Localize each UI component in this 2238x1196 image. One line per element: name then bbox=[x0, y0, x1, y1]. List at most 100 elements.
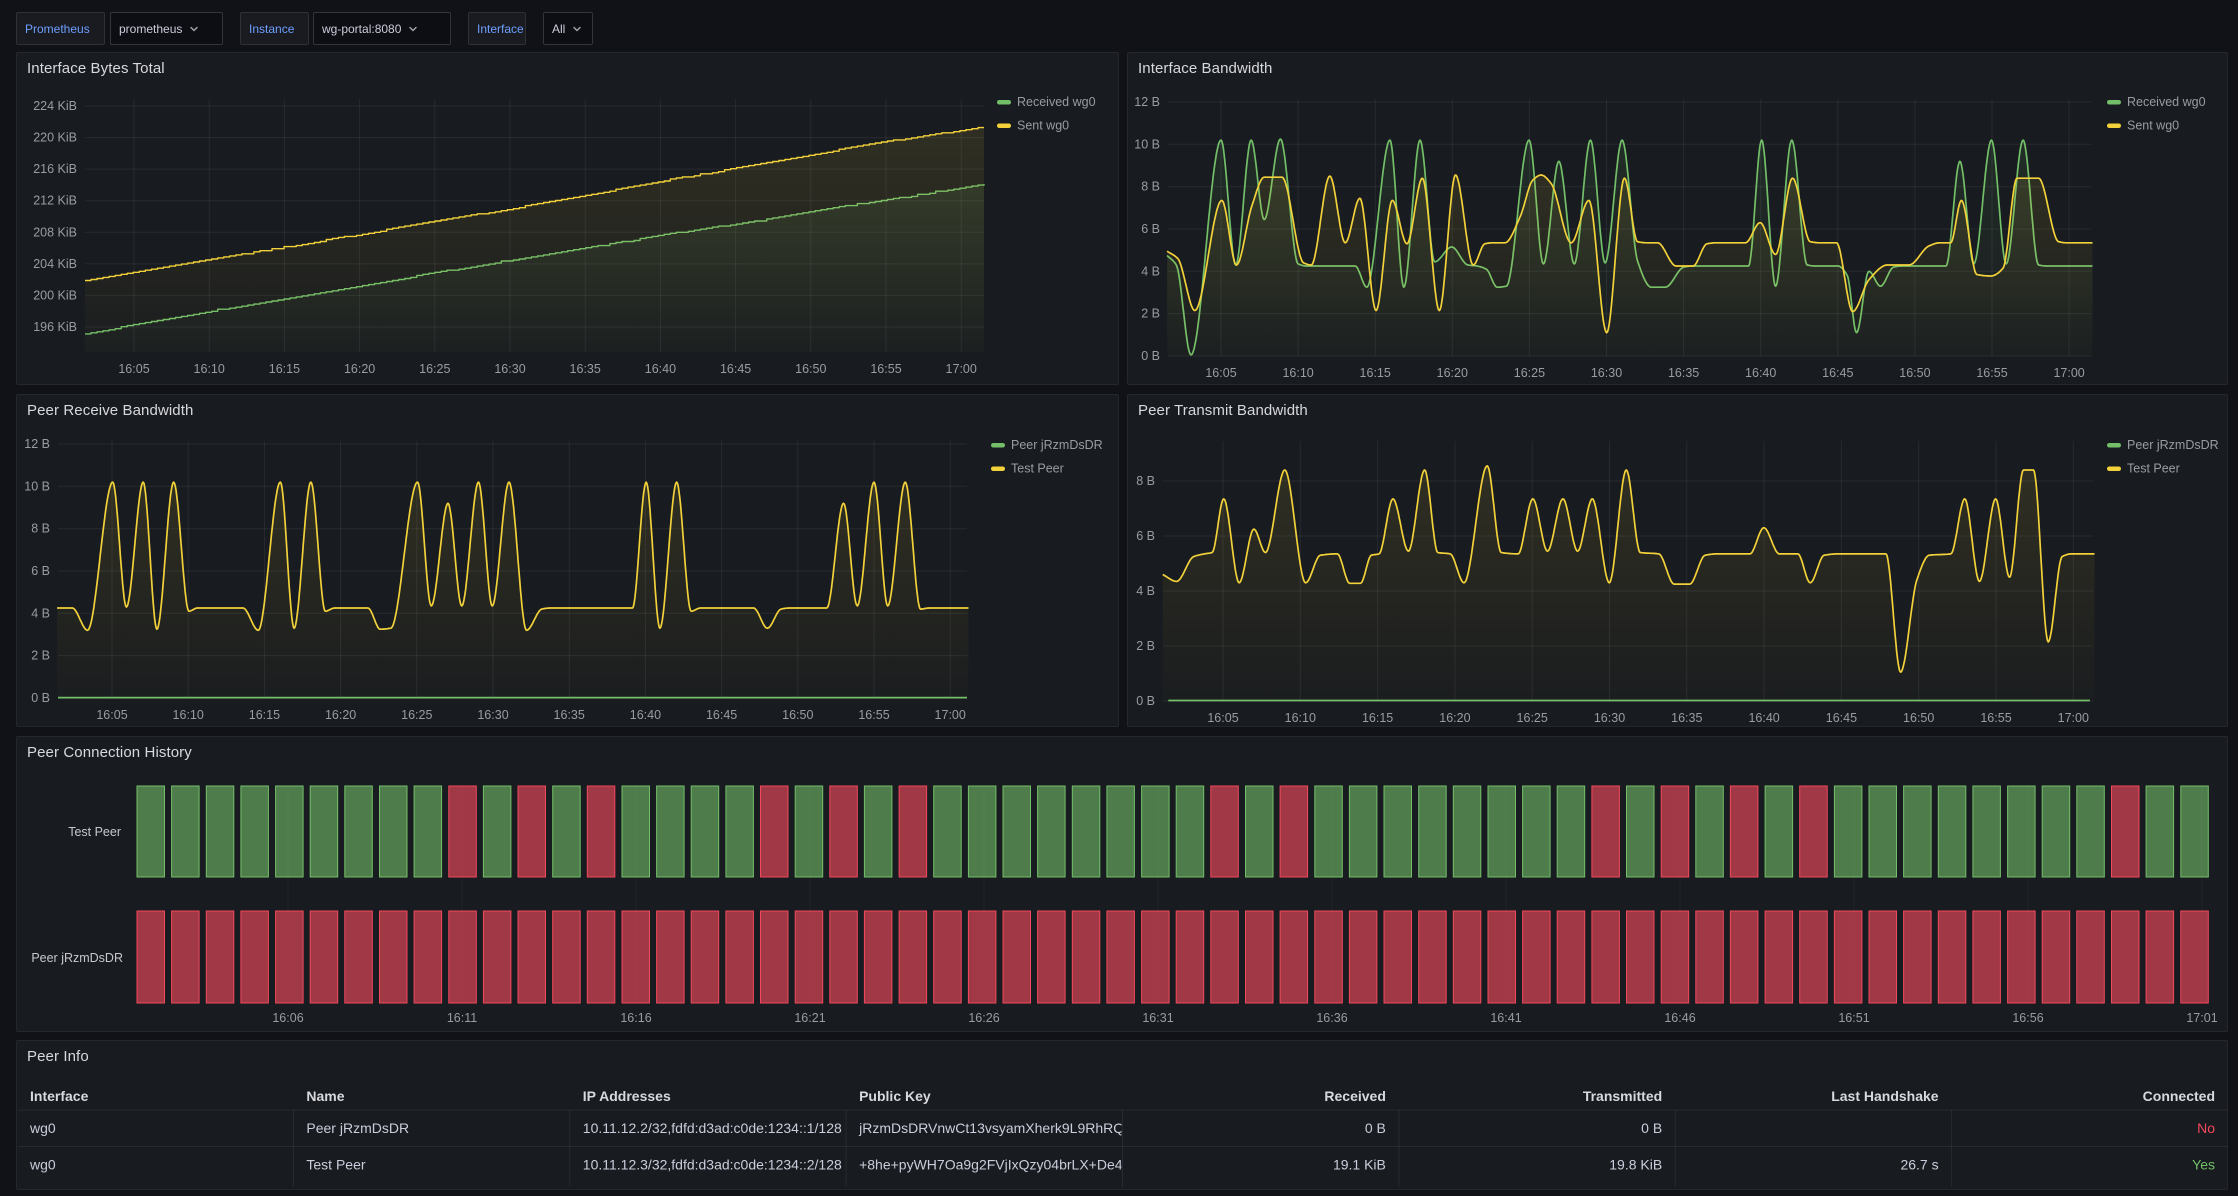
svg-text:16:20: 16:20 bbox=[1437, 366, 1468, 380]
svg-text:16:31: 16:31 bbox=[1142, 1011, 1173, 1025]
svg-text:Received wg0: Received wg0 bbox=[1017, 95, 1096, 109]
svg-text:16:45: 16:45 bbox=[706, 708, 737, 722]
svg-text:Sent wg0: Sent wg0 bbox=[2127, 119, 2179, 133]
svg-text:6 B: 6 B bbox=[31, 564, 50, 578]
svg-text:16:55: 16:55 bbox=[1980, 711, 2011, 725]
svg-text:16:35: 16:35 bbox=[1671, 711, 1702, 725]
svg-text:Peer jRzmDsDR: Peer jRzmDsDR bbox=[2127, 438, 2219, 452]
svg-text:19.1 KiB: 19.1 KiB bbox=[1333, 1157, 1386, 1173]
svg-text:26.7 s: 26.7 s bbox=[1900, 1157, 1938, 1173]
svg-text:16:30: 16:30 bbox=[1594, 711, 1625, 725]
svg-text:8 B: 8 B bbox=[1141, 180, 1160, 194]
svg-text:Received wg0: Received wg0 bbox=[2127, 95, 2206, 109]
svg-text:204 KiB: 204 KiB bbox=[33, 257, 77, 271]
svg-text:Received: Received bbox=[1324, 1088, 1385, 1104]
svg-text:16:10: 16:10 bbox=[194, 362, 225, 376]
svg-text:Public Key: Public Key bbox=[859, 1088, 931, 1104]
svg-text:16:30: 16:30 bbox=[477, 708, 508, 722]
svg-text:16:40: 16:40 bbox=[630, 708, 661, 722]
svg-text:16:25: 16:25 bbox=[1517, 711, 1548, 725]
svg-text:16:05: 16:05 bbox=[118, 362, 149, 376]
svg-text:17:00: 17:00 bbox=[2053, 366, 2084, 380]
svg-text:Yes: Yes bbox=[2192, 1157, 2215, 1173]
svg-text:jRzmDsDRVnwCt13vsyamXherk9L9Rh: jRzmDsDRVnwCt13vsyamXherk9L9RhRQk4 bbox=[858, 1120, 1139, 1136]
svg-text:16:56: 16:56 bbox=[2012, 1011, 2043, 1025]
svg-text:16:25: 16:25 bbox=[1514, 366, 1545, 380]
svg-text:0 B: 0 B bbox=[1365, 1120, 1386, 1136]
svg-text:17:01: 17:01 bbox=[2186, 1011, 2217, 1025]
svg-text:16:55: 16:55 bbox=[870, 362, 901, 376]
svg-text:16:41: 16:41 bbox=[1490, 1011, 1521, 1025]
svg-text:16:05: 16:05 bbox=[1207, 711, 1238, 725]
svg-text:17:00: 17:00 bbox=[935, 708, 966, 722]
svg-text:16:20: 16:20 bbox=[1439, 711, 1470, 725]
svg-text:Name: Name bbox=[306, 1088, 344, 1104]
svg-text:16:15: 16:15 bbox=[1362, 711, 1393, 725]
svg-text:16:35: 16:35 bbox=[554, 708, 585, 722]
svg-text:16:45: 16:45 bbox=[1826, 711, 1857, 725]
svg-text:16:06: 16:06 bbox=[272, 1011, 303, 1025]
svg-text:10.11.12.2/32,fdfd:d3ad:c0de:1: 10.11.12.2/32,fdfd:d3ad:c0de:1234::1/128 bbox=[583, 1120, 842, 1136]
svg-text:12 B: 12 B bbox=[1134, 95, 1160, 109]
svg-text:Test Peer: Test Peer bbox=[306, 1157, 365, 1173]
svg-text:212 KiB: 212 KiB bbox=[33, 194, 77, 208]
svg-text:4 B: 4 B bbox=[1136, 584, 1155, 598]
svg-text:16:51: 16:51 bbox=[1838, 1011, 1869, 1025]
svg-text:16:30: 16:30 bbox=[1591, 366, 1622, 380]
svg-text:220 KiB: 220 KiB bbox=[33, 131, 77, 145]
svg-text:Test Peer: Test Peer bbox=[2127, 462, 2180, 476]
svg-text:16:25: 16:25 bbox=[419, 362, 450, 376]
svg-text:Transmitted: Transmitted bbox=[1583, 1088, 1662, 1104]
svg-text:Peer jRzmDsDR: Peer jRzmDsDR bbox=[31, 951, 123, 965]
svg-text:208 KiB: 208 KiB bbox=[33, 225, 77, 239]
svg-text:16:55: 16:55 bbox=[1976, 366, 2007, 380]
svg-text:6 B: 6 B bbox=[1141, 222, 1160, 236]
svg-text:0 B: 0 B bbox=[1136, 694, 1155, 708]
svg-text:10 B: 10 B bbox=[24, 479, 50, 493]
svg-text:16:10: 16:10 bbox=[1282, 366, 1313, 380]
svg-text:16:20: 16:20 bbox=[344, 362, 375, 376]
svg-text:16:50: 16:50 bbox=[782, 708, 813, 722]
svg-text:10 B: 10 B bbox=[1134, 137, 1160, 151]
svg-text:IP Addresses: IP Addresses bbox=[583, 1088, 671, 1104]
svg-text:16:15: 16:15 bbox=[269, 362, 300, 376]
svg-text:Sent wg0: Sent wg0 bbox=[1017, 119, 1069, 133]
svg-text:16:36: 16:36 bbox=[1316, 1011, 1347, 1025]
svg-text:2 B: 2 B bbox=[31, 649, 50, 663]
svg-text:196 KiB: 196 KiB bbox=[33, 320, 77, 334]
svg-text:16:10: 16:10 bbox=[1285, 711, 1316, 725]
svg-text:16:50: 16:50 bbox=[1899, 366, 1930, 380]
svg-text:0 B: 0 B bbox=[1641, 1120, 1662, 1136]
svg-text:8 B: 8 B bbox=[1136, 474, 1155, 488]
svg-text:16:05: 16:05 bbox=[96, 708, 127, 722]
svg-text:4 B: 4 B bbox=[1141, 264, 1160, 278]
svg-text:8 B: 8 B bbox=[31, 522, 50, 536]
svg-text:wg0: wg0 bbox=[29, 1157, 56, 1173]
svg-text:16:21: 16:21 bbox=[794, 1011, 825, 1025]
svg-text:16:11: 16:11 bbox=[447, 1011, 477, 1025]
svg-text:19.8 KiB: 19.8 KiB bbox=[1609, 1157, 1662, 1173]
svg-text:16:45: 16:45 bbox=[720, 362, 751, 376]
svg-text:Peer jRzmDsDR: Peer jRzmDsDR bbox=[306, 1120, 409, 1136]
svg-text:224 KiB: 224 KiB bbox=[33, 99, 77, 113]
svg-text:16:15: 16:15 bbox=[249, 708, 280, 722]
svg-text:Peer jRzmDsDR: Peer jRzmDsDR bbox=[1011, 438, 1103, 452]
svg-text:16:46: 16:46 bbox=[1664, 1011, 1695, 1025]
svg-text:12 B: 12 B bbox=[24, 437, 50, 451]
svg-text:200 KiB: 200 KiB bbox=[33, 288, 77, 302]
svg-text:4 B: 4 B bbox=[31, 606, 50, 620]
svg-text:16:45: 16:45 bbox=[1822, 366, 1853, 380]
svg-text:Test Peer: Test Peer bbox=[68, 825, 121, 839]
svg-text:Test Peer: Test Peer bbox=[1011, 462, 1064, 476]
svg-text:16:50: 16:50 bbox=[1903, 711, 1934, 725]
svg-text:16:25: 16:25 bbox=[401, 708, 432, 722]
svg-text:2 B: 2 B bbox=[1141, 307, 1160, 321]
svg-text:Last Handshake: Last Handshake bbox=[1831, 1088, 1939, 1104]
svg-text:16:40: 16:40 bbox=[1748, 711, 1779, 725]
svg-text:17:00: 17:00 bbox=[2058, 711, 2089, 725]
svg-text:16:30: 16:30 bbox=[494, 362, 525, 376]
svg-text:Interface: Interface bbox=[30, 1088, 89, 1104]
svg-text:216 KiB: 216 KiB bbox=[33, 162, 77, 176]
svg-text:2 B: 2 B bbox=[1136, 639, 1155, 653]
svg-text:0 B: 0 B bbox=[31, 691, 50, 705]
